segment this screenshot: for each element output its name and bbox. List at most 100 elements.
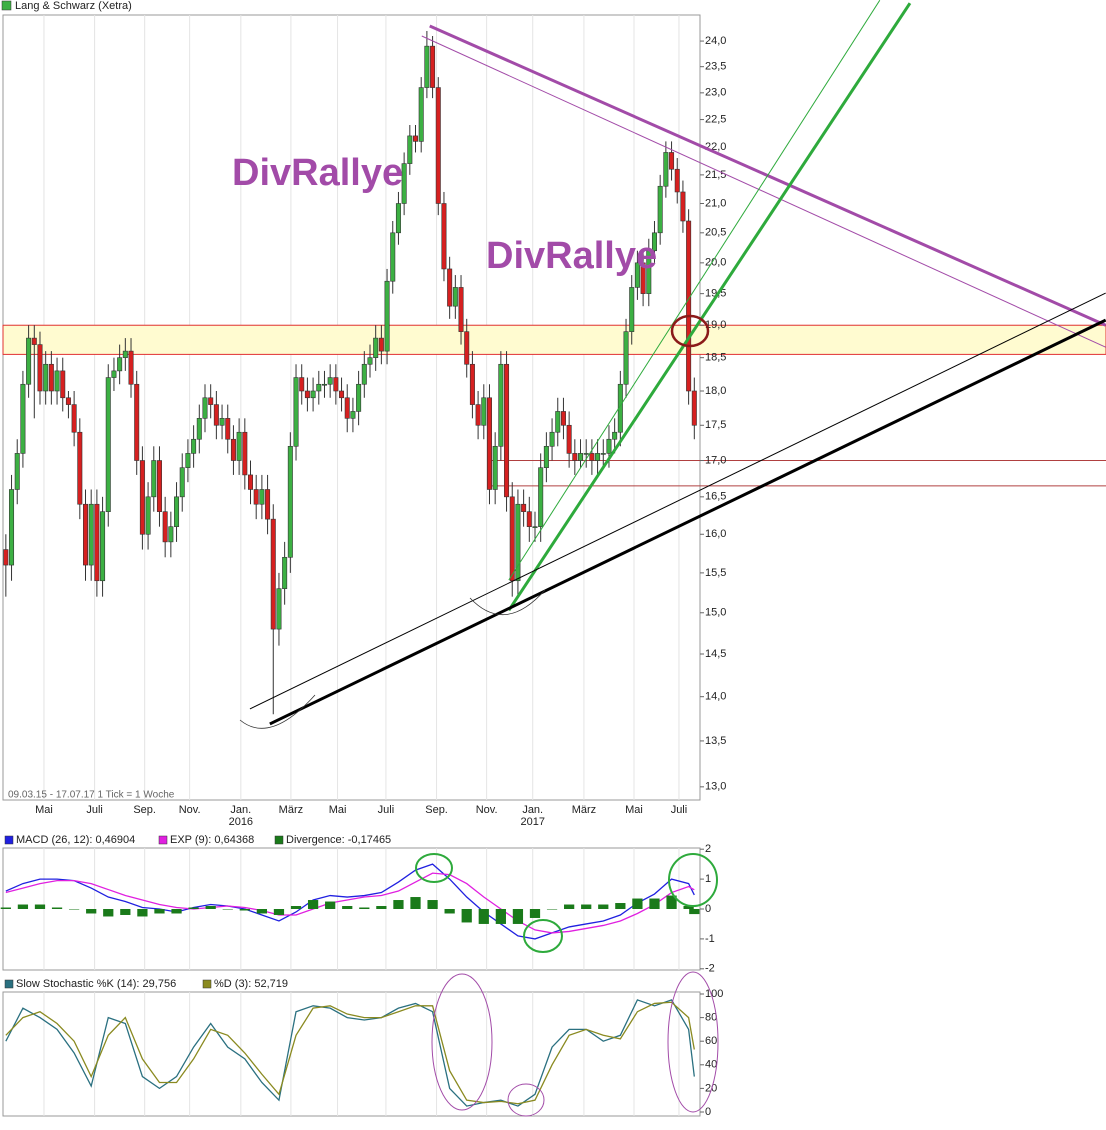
low-curve [239,694,316,729]
candle-body [418,87,424,142]
divergence-bar [598,904,609,909]
y-tick-label: 2 [705,843,711,855]
candle-body [168,526,174,543]
candle-body [555,411,561,433]
candle-body [504,363,510,498]
candle-body [612,431,618,440]
stochastic-panel [2,991,701,1117]
candle-body [424,45,430,88]
candle-body [83,503,89,566]
highlight-circle [668,853,718,907]
candle-body [674,168,680,193]
candle-body [464,331,470,365]
x-tick-label: Juli [378,804,395,816]
candle-body [526,511,532,527]
divergence-bar [683,906,694,909]
y-tick-label: 13,0 [705,781,726,793]
y-tick-label: 40 [705,1059,717,1071]
candle-body [259,489,265,505]
candle-body [31,337,37,345]
divergence-bar [51,907,63,909]
divergence-bar [171,909,182,914]
divergence-bar [325,901,336,909]
trend-line [269,318,1106,726]
candle-body [321,383,327,386]
y-tick-label: 19,0 [705,319,726,331]
y-tick-label: 16,0 [705,528,726,540]
divergence-bar [222,909,233,910]
x-tick-label: Juli [86,804,103,816]
candle-body [225,418,231,440]
candle-body [469,363,475,405]
divergence-bar [410,897,421,909]
trend-line [421,35,1106,348]
x-tick-label: Juli [671,804,688,816]
y-tick-label: 100 [705,988,723,1000]
x-tick-label: März [572,804,596,816]
candle-body [549,431,555,447]
candle-body [282,556,288,589]
candle-body [430,45,436,88]
candle-body [105,377,111,512]
candle-body [162,511,168,543]
candle-body [111,370,117,378]
trend-line [249,292,1106,710]
candle-body [242,431,248,476]
candle-body [401,163,407,204]
candle-body [663,152,669,187]
candle-body [498,363,504,447]
date-range-note: 09.03.15 - 17.07.17 1 Tick = 1 Woche [8,790,175,801]
candle-body [128,350,134,385]
candle-body [475,404,481,426]
candle-body [452,287,458,307]
candle-body [20,383,26,454]
annotation: DivRallye [232,152,403,194]
candle-body [669,152,675,170]
x-year-label: 2017 [520,816,544,828]
y-tick-label: 14,5 [705,648,726,660]
candle-body [680,191,686,222]
candle-body [441,203,447,270]
legend-label: Divergence: -0,17465 [286,834,391,846]
divergence-bar [376,906,387,909]
candle-body [54,370,60,392]
candle-body [139,460,145,535]
legend-swatch [158,835,168,845]
divergence-bar [632,898,643,909]
candle-body [509,496,515,582]
candle-body [94,503,100,582]
divergence-bar [529,909,541,918]
y-tick-label: 80 [705,1012,717,1024]
candle-body [196,418,202,440]
x-tick-label: März [279,804,303,816]
candle-body [65,397,71,405]
y-tick-label: 20 [705,1082,717,1094]
candle-body [486,397,492,490]
candle-body [361,363,367,385]
candle-body [481,397,487,426]
indicator-line [5,999,695,1107]
candle-body [14,453,20,490]
divergence-bar [307,900,319,909]
indicator-line [5,872,695,934]
x-tick-label: Sep. [133,804,156,816]
divergence-bar [615,903,626,909]
divergence-bar [34,904,46,909]
divergence-bar [0,907,11,909]
candle-body [122,350,128,358]
candle-body [287,445,293,558]
candle-body [407,135,413,164]
candle-body [299,377,305,392]
candle-body [651,232,657,252]
candle-body [117,357,123,372]
candle-body [623,331,629,385]
x-tick-label: Nov. [179,804,201,816]
divergence-bar [689,909,700,915]
candle-body [543,445,549,468]
candle-body [230,438,236,461]
divergence-bar [461,909,472,923]
legend-swatch [4,835,14,845]
divergence-bar [427,900,438,909]
candle-body [60,370,66,399]
